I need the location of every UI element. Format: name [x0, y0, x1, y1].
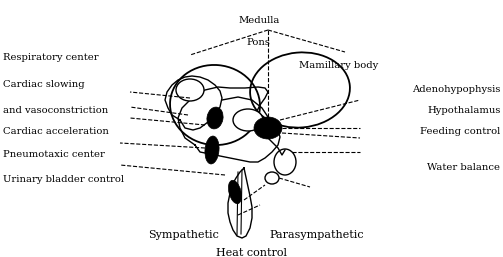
Text: Adenohypophysis: Adenohypophysis — [412, 85, 500, 95]
Text: Feeding control: Feeding control — [420, 126, 500, 136]
Polygon shape — [165, 76, 222, 130]
Polygon shape — [228, 168, 252, 238]
Ellipse shape — [254, 117, 282, 139]
Text: Mamillary body: Mamillary body — [299, 61, 379, 70]
Text: Pneumotaxic center: Pneumotaxic center — [3, 150, 105, 159]
Ellipse shape — [176, 79, 204, 101]
Text: and vasoconstriction: and vasoconstriction — [3, 106, 108, 115]
Text: Cardiac slowing: Cardiac slowing — [3, 80, 84, 89]
Ellipse shape — [228, 180, 241, 204]
Text: Sympathetic: Sympathetic — [148, 230, 219, 240]
Text: Cardiac acceleration: Cardiac acceleration — [3, 126, 108, 136]
Ellipse shape — [251, 53, 349, 127]
Text: Pons: Pons — [246, 38, 270, 47]
Text: Urinary bladder control: Urinary bladder control — [3, 175, 124, 185]
Ellipse shape — [171, 66, 259, 144]
Text: Respiratory center: Respiratory center — [3, 53, 98, 62]
Text: Heat control: Heat control — [216, 248, 287, 257]
Ellipse shape — [233, 109, 263, 131]
Ellipse shape — [275, 150, 295, 174]
Text: Water balance: Water balance — [428, 162, 500, 172]
Ellipse shape — [205, 136, 219, 164]
Ellipse shape — [207, 107, 223, 129]
Text: Medulla: Medulla — [239, 16, 280, 25]
Text: Hypothalamus: Hypothalamus — [427, 106, 500, 115]
Text: Parasympathetic: Parasympathetic — [270, 230, 364, 240]
